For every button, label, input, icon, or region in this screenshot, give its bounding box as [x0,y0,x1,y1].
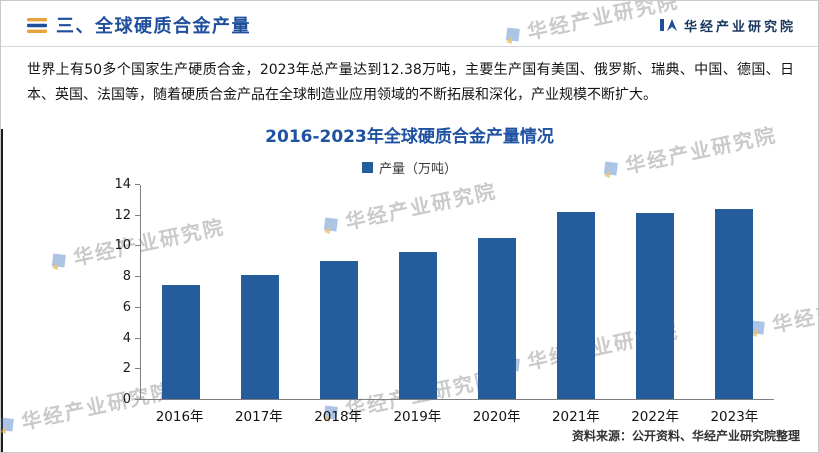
intro-paragraph: 世界上有50多个国家生产硬质合金，2023年总产量达到12.38万吨，主要生产国… [27,62,794,103]
y-tick-mark [135,337,140,339]
header: 三、全球硬质合金产量 华经产业研究院 [1,1,818,38]
page-title: 三、全球硬质合金产量 [56,16,251,37]
bar-chart: 0 2 4 6 8 10 12 14 2016年 2017年 2018年 2019年 2020年 202… [106,177,774,425]
bar-slot [537,211,616,399]
y-tick-mark [135,306,140,308]
x-tick-label: 2017年 [234,409,283,425]
watermark-logo-icon [51,253,66,270]
bar-slot [141,285,220,399]
y-tick-label: 10 [114,238,131,254]
y-tick-mark [135,245,140,247]
x-tick-label: 2018年 [314,409,363,425]
chart-title: 2016-2023年全球硬质合金产量情况 [265,127,554,147]
company-logo-icon [659,19,677,31]
bar-slot [299,260,378,399]
y-tick-label: 6 [122,299,131,315]
header-divider [1,46,818,47]
plot-area [140,185,774,400]
y-tick-mark [135,368,140,370]
bar-2021年 [557,211,596,399]
bar-slot [616,213,695,399]
y-tick-mark [135,214,140,216]
y-axis: 0 2 4 6 8 10 12 14 [106,177,140,407]
y-tick-mark [135,184,140,185]
y-tick-mark [135,276,140,278]
y-tick-label: 14 [114,177,131,192]
bar-slot [220,274,299,399]
x-tick-label: 2023年 [710,409,759,425]
x-axis-labels: 2016年 2017年 2018年 2019年 2020年 2021年 2022年 2023年 [140,405,774,425]
plot-column: 2016年 2017年 2018年 2019年 2020年 2021年 2022年 2023年 [140,185,774,425]
legend-label: 产量（万吨） [378,162,457,177]
bar-2022年 [636,213,675,399]
legend-swatch [361,162,373,173]
x-tick-label: 2022年 [631,409,680,425]
y-tick-label: 12 [114,207,131,223]
watermark-text: 华经产业研究院 [770,281,819,338]
bar-2020年 [478,237,517,399]
x-tick-label: 2020年 [472,409,521,425]
bar-slot [695,208,774,399]
company-logo-text: 华经产业研究院 [683,19,796,35]
bar-2023年 [715,208,754,399]
bar-2016年 [161,285,200,399]
bar-2019年 [398,251,437,399]
y-tick-label: 2 [122,361,131,377]
bar-2017年 [240,274,279,399]
y-tick-label: 8 [122,269,131,285]
bar-slot [378,251,457,399]
y-tick-label: 0 [122,392,131,407]
chart-legend: 产量（万吨） [1,158,818,177]
y-tick-mark [135,399,140,400]
x-tick-label: 2019年 [393,409,442,425]
bar-slot [458,237,537,399]
company-logo: 华经产业研究院 [659,16,796,35]
source-note: 资料来源：公开资料、华经产业研究院整理 [571,429,800,443]
section-menu-icon [27,17,47,33]
left-edge-stripe [1,129,3,452]
y-tick-label: 4 [122,330,131,346]
x-tick-label: 2021年 [551,409,600,425]
x-tick-label: 2016年 [155,409,204,425]
bar-2018年 [319,260,358,399]
